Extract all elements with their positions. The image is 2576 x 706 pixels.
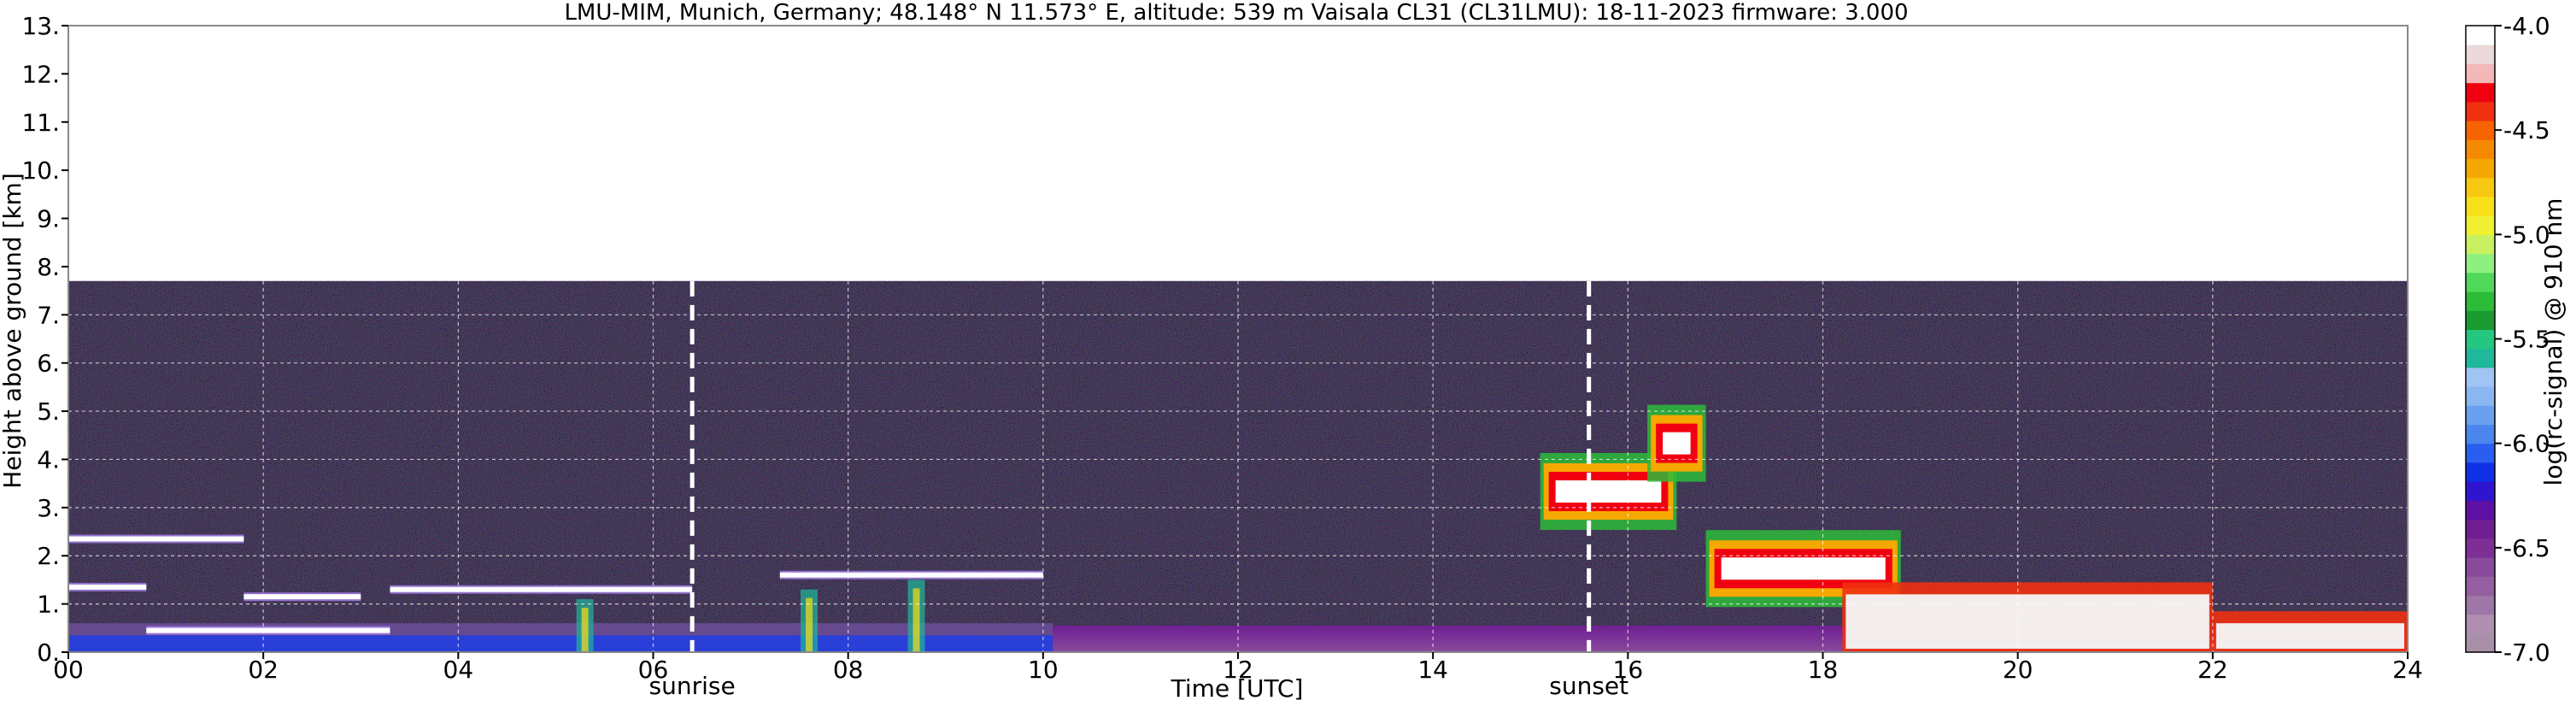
- y-tick-label: 10.: [21, 156, 60, 185]
- signal-features: [68, 404, 2408, 652]
- x-tick-label: 22: [2198, 656, 2228, 684]
- y-tick-label: 11.: [21, 109, 60, 137]
- x-tick-label: 18: [1808, 656, 1839, 684]
- cloud-layer: [2212, 611, 2408, 652]
- x-tick-label: 00: [53, 656, 84, 684]
- cloud-layer: [244, 592, 361, 602]
- colorbar-segment: [2466, 538, 2495, 558]
- y-tick-label: 12.: [21, 60, 60, 88]
- colorbar-segment: [2466, 215, 2495, 235]
- y-tick-label: 4.: [37, 445, 60, 474]
- colorbar-tick-label: -4.5: [2503, 116, 2550, 144]
- cloud-layer: [1842, 582, 2213, 652]
- colorbar-segment: [2466, 500, 2495, 521]
- precipitation-streak: [907, 580, 925, 652]
- colorbar-tick-label: -6.5: [2503, 534, 2550, 562]
- cloud-layer: [390, 585, 693, 594]
- colorbar-segment: [2466, 462, 2495, 482]
- precipitation-streak: [801, 589, 819, 652]
- grid-lines: [68, 280, 2408, 652]
- surface-aerosol-layer: [68, 635, 1053, 652]
- colorbar-segment: [2466, 101, 2495, 121]
- annotation-label: sunrise: [649, 672, 736, 700]
- colorbar-segment: [2466, 82, 2495, 103]
- x-axis-label: Time [UTC]: [1171, 674, 1304, 703]
- colorbar-tick-label: -7.0: [2503, 638, 2550, 667]
- y-axis-label: Height above ground [km]: [0, 173, 26, 489]
- y-tick-label: 8.: [37, 253, 60, 281]
- colorbar-segment: [2466, 405, 2495, 426]
- colorbar-segment: [2466, 348, 2495, 368]
- colorbar: -4.0 -4.5 -5.0 -5.5 -6.0 -6.5 -7.0: [2465, 12, 2550, 667]
- x-tick-label: 24: [2392, 656, 2423, 684]
- annotations: sunrise sunset: [649, 280, 1628, 700]
- colorbar-label: log(rc-signal) @ 910 nm: [2539, 198, 2567, 486]
- colorbar-tick-label: -6.0: [2503, 430, 2550, 458]
- x-axis-ticks: 00 02 04 06 08 10 12 14 16 18 20 22 24: [53, 652, 2423, 684]
- colorbar-segment: [2466, 595, 2495, 615]
- colorbar-tick-label: -5.0: [2503, 221, 2550, 249]
- colorbar-segment: [2466, 158, 2495, 179]
- x-tick-label: 14: [1417, 656, 1448, 684]
- x-tick-label: 10: [1028, 656, 1059, 684]
- cloud-layer: [779, 570, 1043, 580]
- colorbar-segment: [2466, 576, 2495, 596]
- colorbar-segment: [2466, 196, 2495, 216]
- colorbar-segment: [2466, 177, 2495, 197]
- cloud-layer: [68, 582, 147, 591]
- y-tick-label: 2.: [37, 542, 60, 570]
- colorbar-segment: [2466, 443, 2495, 463]
- colorbar-segment: [2466, 329, 2495, 350]
- precipitation-streak: [576, 598, 594, 652]
- x-tick-label: 08: [833, 656, 864, 684]
- y-tick-label: 1.: [37, 591, 60, 619]
- colorbar-segment: [2466, 386, 2495, 406]
- y-tick-label: 5.: [37, 397, 60, 426]
- colorbar-segment: [2466, 121, 2495, 140]
- cloud-layer: [1647, 404, 1706, 482]
- colorbar-segment: [2466, 632, 2495, 653]
- y-axis-ticks: 0. 1. 2. 3. 4. 5. 6. 7. 8. 9. 10. 11. 12. 13.: [21, 12, 68, 667]
- x-tick-label: 04: [443, 656, 474, 684]
- x-tick-label: 06: [638, 656, 669, 684]
- y-tick-label: 13.: [21, 12, 60, 40]
- y-tick-label: 0.: [37, 638, 60, 667]
- colorbar-segment: [2466, 26, 2495, 45]
- y-tick-label: 7.: [37, 301, 60, 329]
- x-tick-label: 12: [1223, 656, 1253, 684]
- colorbar-segment: [2466, 253, 2495, 274]
- colorbar-segment: [2466, 291, 2495, 311]
- colorbar-segment: [2466, 63, 2495, 84]
- cloud-layer: [68, 534, 244, 544]
- x-tick-label: 20: [2003, 656, 2033, 684]
- plot-area: sunrise sunset: [67, 25, 2409, 700]
- colorbar-segment: [2466, 424, 2495, 444]
- annotation-label: sunset: [1549, 672, 1628, 700]
- colorbar-tick-label: -5.5: [2503, 326, 2550, 354]
- colorbar-segment: [2466, 44, 2495, 65]
- x-tick-label: 02: [248, 656, 279, 684]
- colorbar-segment: [2466, 272, 2495, 292]
- colorbar-segment: [2466, 556, 2495, 577]
- colorbar-segment: [2466, 367, 2495, 387]
- y-tick-label: 9.: [37, 205, 60, 233]
- colorbar-segment: [2466, 614, 2495, 634]
- cloud-layer: [146, 626, 390, 635]
- colorbar-segment: [2466, 519, 2495, 539]
- colorbar-segment: [2466, 310, 2495, 330]
- y-tick-label: 6.: [37, 350, 60, 378]
- colorbar-segment: [2466, 481, 2495, 501]
- chart-title: LMU-MIM, Munich, Germany; 48.148° N 11.5…: [564, 0, 1908, 26]
- y-tick-label: 3.: [37, 494, 60, 522]
- x-tick-label: 16: [1613, 656, 1644, 684]
- colorbar-segment: [2466, 234, 2495, 255]
- colorbar-tick-label: -4.0: [2503, 12, 2550, 40]
- colorbar-segment: [2466, 139, 2495, 160]
